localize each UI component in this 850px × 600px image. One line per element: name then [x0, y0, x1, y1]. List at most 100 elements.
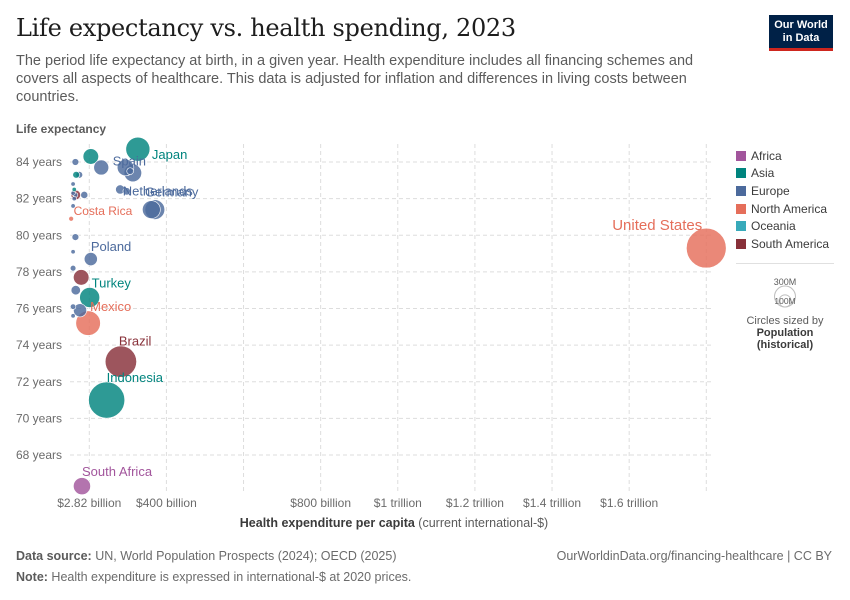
point-mexico[interactable] — [75, 310, 101, 336]
label-brazil[interactable]: Brazil — [119, 334, 152, 349]
point-layer — [68, 136, 727, 496]
data-source-label: Data source: — [16, 549, 92, 563]
legend-label: Oceania — [751, 219, 796, 234]
x-tick-label: $1 trillion — [374, 496, 422, 510]
label-japan[interactable]: Japan — [152, 147, 187, 162]
grid-layer — [70, 144, 714, 492]
owid-logo[interactable]: Our World in Data — [769, 15, 833, 51]
x-axis-title-unit: (current international-$) — [415, 516, 548, 530]
label-costa-rica[interactable]: Costa Rica — [74, 204, 133, 218]
y-tick-label: 80 years — [16, 228, 62, 242]
y-tick-label: 78 years — [16, 265, 62, 279]
point-hungary[interactable] — [71, 233, 80, 241]
point-czechia[interactable] — [80, 191, 89, 199]
point-brazil[interactable] — [104, 345, 137, 378]
x-tick-label: $800 billion — [290, 496, 351, 510]
logo-line-1: Our World — [774, 19, 828, 31]
point-romania[interactable] — [70, 285, 81, 296]
legend-swatch — [736, 238, 746, 249]
x-tick-label: $1.6 trillion — [600, 496, 658, 510]
label-poland[interactable]: Poland — [91, 239, 131, 254]
legend-swatch — [736, 185, 746, 196]
y-tick-label: 84 years — [16, 155, 62, 169]
legend-swatch — [736, 150, 746, 161]
y-tick-label: 70 years — [16, 411, 62, 425]
legend-item-europe[interactable]: Europe — [736, 182, 829, 200]
legend-item-oceania[interactable]: Oceania — [736, 217, 829, 235]
legend-label: South America — [751, 236, 830, 251]
label-netherlands[interactable]: Netherlands — [123, 183, 194, 198]
y-tick-label: 76 years — [16, 302, 62, 316]
x-axis-title-main: Health expenditure per capita — [240, 516, 416, 530]
size-legend-small-circle — [778, 294, 792, 308]
legend-divider — [736, 263, 834, 264]
x-tick-label: $2.82 billion — [57, 496, 121, 510]
legend-label: Africa — [751, 148, 782, 163]
point-indonesia[interactable] — [88, 381, 126, 419]
label-layer: United States Japan Spain NetherlandsGerman… — [74, 147, 703, 479]
logo-line-2: in Data — [782, 32, 820, 44]
legend-swatch — [736, 221, 746, 232]
chart-subtitle: The period life expectancy at birth, in … — [16, 53, 694, 105]
label-mexico[interactable]: Mexico — [90, 299, 131, 314]
point-cyprus[interactable] — [71, 186, 77, 192]
point-united-states[interactable] — [686, 227, 727, 269]
label-turkey[interactable]: Turkey — [92, 276, 132, 291]
point-lithuania[interactable] — [70, 203, 76, 209]
point-united-kingdom[interactable] — [142, 200, 161, 219]
point-korea[interactable] — [82, 148, 99, 165]
x-tick-label: $1.4 trillion — [523, 496, 581, 510]
point-bulgaria[interactable] — [70, 303, 77, 310]
point-costa-rica[interactable] — [68, 216, 74, 222]
legend-swatch — [736, 203, 746, 214]
point-turkey[interactable] — [79, 287, 100, 308]
point-belgium[interactable] — [122, 187, 131, 196]
size-legend: 300M 100M Circles sized by Population (h… — [736, 270, 834, 351]
chart-title: Life expectancy vs. health spending, 202… — [16, 14, 516, 42]
point-sweden[interactable] — [126, 167, 134, 175]
size-legend-variable-note: (historical) — [756, 339, 814, 351]
size-legend-small-label: 100M — [774, 296, 795, 306]
label-south-africa[interactable]: South Africa — [82, 464, 153, 479]
point-colombia[interactable] — [73, 269, 90, 286]
label-united-states[interactable]: United States — [612, 217, 702, 234]
point-slovenia[interactable] — [70, 181, 76, 187]
point-latvia[interactable] — [70, 249, 76, 255]
legend-item-north-america[interactable]: North America — [736, 200, 829, 218]
size-legend-caption: Circles sized by — [746, 315, 824, 327]
legend-item-asia[interactable]: Asia — [736, 165, 829, 183]
continent-legend[interactable]: Africa Asia Europe North America Oceania Sout… — [736, 147, 829, 253]
point-portugal[interactable] — [71, 158, 80, 166]
point-north-macedonia[interactable] — [70, 313, 76, 319]
point-serbia[interactable] — [69, 265, 77, 272]
point-japan[interactable] — [125, 136, 151, 162]
point-spain[interactable] — [93, 159, 110, 176]
legend-swatch — [736, 168, 746, 179]
chart-note: Note: Health expenditure is expressed in… — [16, 570, 411, 584]
legend-item-africa[interactable]: Africa — [736, 147, 829, 165]
point-israel[interactable] — [72, 171, 80, 179]
size-legend-large-label: 300M — [774, 277, 797, 287]
note-text: Health expenditure is expressed in inter… — [47, 570, 412, 584]
label-germany[interactable]: Germany — [145, 185, 199, 200]
size-legend-circles: 300M 100M — [774, 277, 797, 308]
y-tick-label: 68 years — [16, 448, 62, 462]
source-url[interactable]: OurWorldinData.org/financing-healthcare … — [556, 549, 832, 563]
legend-item-south-america[interactable]: South America — [736, 235, 829, 253]
point-croatia[interactable] — [71, 196, 77, 202]
data-source: Data source: UN, World Population Prospe… — [16, 549, 397, 563]
label-spain[interactable]: Spain — [113, 153, 146, 168]
size-legend-variable: Population — [756, 327, 814, 339]
point-poland[interactable] — [83, 252, 98, 266]
y-axis-title: Life expectancy — [16, 122, 106, 136]
y-tick-label: 72 years — [16, 375, 62, 389]
x-tick-label: $1.2 trillion — [446, 496, 504, 510]
point-ukraine[interactable] — [73, 303, 87, 318]
note-label: Note: — [16, 570, 48, 584]
legend-label: Europe — [751, 183, 790, 198]
legend-label: Asia — [751, 166, 775, 181]
tick-layer: 68 years 70 years 72 years 74 years 76 years… — [16, 155, 658, 510]
point-south-africa[interactable] — [73, 477, 91, 496]
label-indonesia[interactable]: Indonesia — [107, 370, 164, 385]
